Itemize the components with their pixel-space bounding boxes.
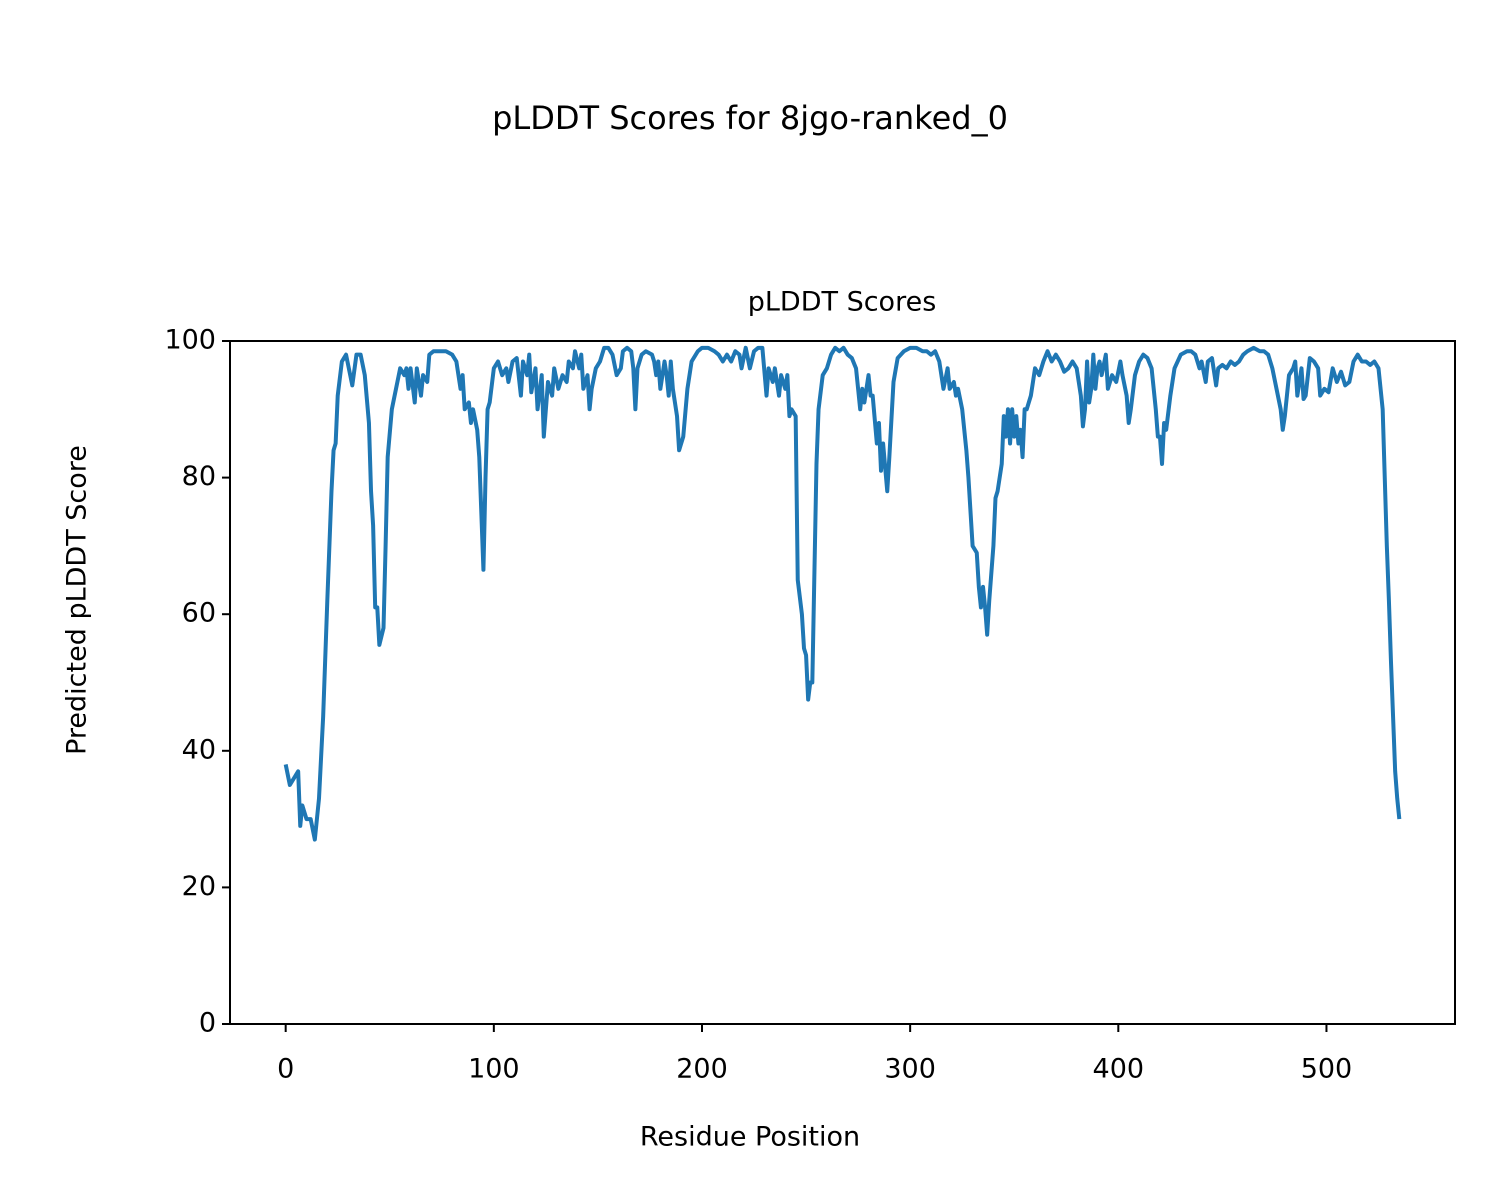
x-tick-label: 0	[277, 1054, 294, 1085]
y-axis-label: Predicted pLDDT Score	[62, 445, 93, 755]
x-tick-label: 300	[884, 1054, 936, 1085]
y-tick-label: 100	[164, 325, 216, 356]
y-tick-label: 80	[182, 461, 216, 492]
x-tick-label: 100	[468, 1054, 520, 1085]
y-tick-label: 40	[182, 734, 216, 765]
x-tick-label: 400	[1093, 1054, 1145, 1085]
y-tick-label: 0	[199, 1008, 216, 1039]
x-tick-label: 200	[676, 1054, 728, 1085]
y-tick-label: 20	[182, 871, 216, 902]
chart-title: pLDDT Scores for 8jgo-ranked_0	[492, 99, 1008, 137]
x-tick-label: 500	[1301, 1054, 1353, 1085]
x-axis-label: Residue Position	[640, 1122, 860, 1153]
subplot-title: pLDDT Scores	[748, 287, 937, 318]
y-tick-label: 60	[182, 598, 216, 629]
plot-frame	[229, 340, 1456, 1025]
data-line	[283, 345, 1402, 842]
